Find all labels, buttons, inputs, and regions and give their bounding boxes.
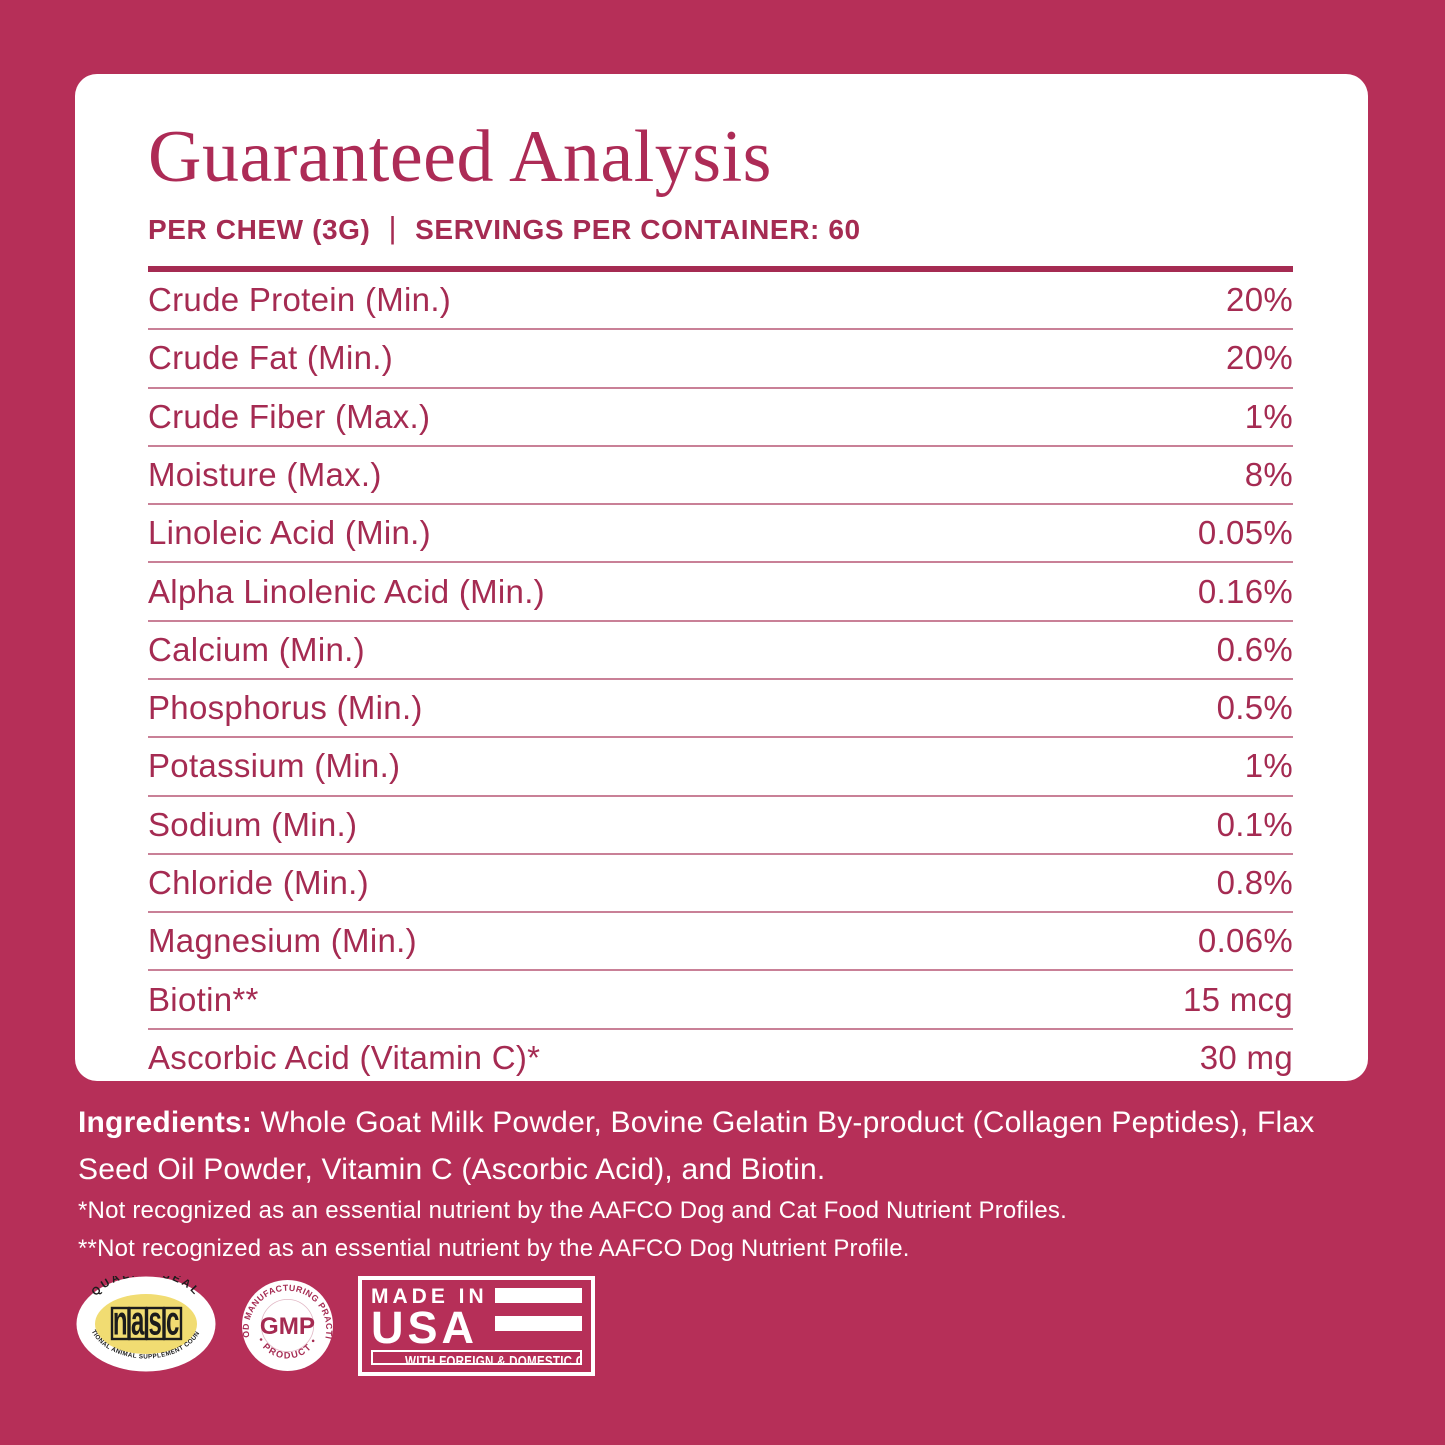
- nasc-letter-s: s: [149, 1299, 162, 1344]
- nutrient-value: 0.16%: [1197, 572, 1293, 610]
- nasc-letter-c: c: [166, 1299, 179, 1344]
- table-row: Crude Fat (Min.) 20%: [148, 330, 1293, 389]
- usa-badge-words: MADE IN USA: [371, 1285, 488, 1353]
- nutrient-value: 1%: [1244, 397, 1293, 435]
- table-row: Phosphorus (Min.) 0.5%: [148, 680, 1293, 739]
- guaranteed-analysis-card: Guaranteed Analysis PER CHEW (3G) | SERV…: [75, 74, 1368, 1081]
- nutrient-label: Phosphorus (Min.): [148, 689, 423, 727]
- table-row: Chloride (Min.) 0.8%: [148, 855, 1293, 914]
- nutrient-value: 15 mcg: [1182, 980, 1293, 1018]
- nutrient-label: Potassium (Min.): [148, 747, 401, 785]
- nutrient-value: 0.6%: [1216, 630, 1293, 668]
- nutrient-value: 0.1%: [1216, 805, 1293, 843]
- nutrient-label: Crude Fiber (Max.): [148, 397, 431, 435]
- table-row: Crude Fiber (Max.) 1%: [148, 389, 1293, 447]
- gmp-inner-ring: [260, 1298, 315, 1353]
- usa-badge-top: MADE IN USA: [371, 1285, 582, 1353]
- nutrient-label: Crude Protein (Min.): [148, 281, 452, 319]
- nasc-quality-seal-badge: QUALITY SEAL n a s c NATIONAL ANIMAL SUP…: [76, 1276, 216, 1372]
- serving-info: PER CHEW (3G) | SERVINGS PER CONTAINER: …: [148, 209, 1293, 248]
- table-row: Calcium (Min.) 0.6%: [148, 622, 1293, 680]
- nutrient-label: Moisture (Max.): [148, 455, 382, 493]
- nasc-letter-n: n: [113, 1299, 128, 1344]
- nutrient-label: Linoleic Acid (Min.): [148, 514, 431, 552]
- nutrient-label: Biotin**: [148, 980, 259, 1018]
- gmp-center-text: GMP: [260, 1313, 315, 1340]
- badge-row: QUALITY SEAL n a s c NATIONAL ANIMAL SUP…: [76, 1276, 595, 1376]
- table-row: Ascorbic Acid (Vitamin C)* 30 mg: [148, 1030, 1293, 1086]
- nutrient-label: Magnesium (Min.): [148, 922, 417, 960]
- nutrient-label: Crude Fat (Min.): [148, 339, 394, 377]
- nutrient-value: 20%: [1226, 339, 1293, 377]
- usa-components-text: WITH FOREIGN & DOMESTIC COMPONENTS: [405, 1353, 580, 1365]
- nutrient-value: 0.8%: [1216, 864, 1293, 902]
- gmp-badge: GOOD MANUFACTURING PRACTICE • PRODUCT • …: [241, 1279, 334, 1372]
- table-row: Sodium (Min.) 0.1%: [148, 797, 1293, 855]
- table-row: Moisture (Max.) 8%: [148, 447, 1293, 506]
- nutrient-label: Calcium (Min.): [148, 630, 365, 668]
- nutrient-value: 8%: [1244, 455, 1293, 493]
- table-row: Crude Protein (Min.) 20%: [148, 272, 1293, 331]
- subtitle-divider: |: [388, 209, 398, 245]
- flag-stripe: [494, 1316, 582, 1331]
- table-row: Potassium (Min.) 1%: [148, 738, 1293, 797]
- made-in-text: MADE IN: [371, 1285, 488, 1308]
- nutrient-table: Crude Protein (Min.) 20% Crude Fat (Min.…: [148, 272, 1293, 1086]
- ingredients-label: Ingredients:: [78, 1106, 253, 1139]
- footnote-aafco-dog-cat: *Not recognized as an essential nutrient…: [78, 1197, 1067, 1224]
- table-row: Biotin** 15 mcg: [148, 971, 1293, 1030]
- nutrient-value: 0.5%: [1216, 689, 1293, 727]
- nutrient-value: 0.06%: [1197, 922, 1293, 960]
- nutrient-label: Alpha Linolenic Acid (Min.): [148, 572, 545, 610]
- table-row: Linoleic Acid (Min.) 0.05%: [148, 505, 1293, 564]
- servings-text: SERVINGS PER CONTAINER: 60: [415, 213, 861, 245]
- nasc-logo: n a s c: [110, 1299, 183, 1344]
- footnote-aafco-dog: **Not recognized as an essential nutrien…: [78, 1234, 910, 1262]
- nutrient-value: 30 mg: [1199, 1038, 1293, 1076]
- per-chew-text: PER CHEW (3G): [148, 213, 371, 245]
- nutrient-value: 0.05%: [1197, 514, 1293, 552]
- nutrient-label: Chloride (Min.): [148, 864, 369, 902]
- flag-stripes: [494, 1286, 582, 1348]
- nutrient-label: Ascorbic Acid (Vitamin C)*: [148, 1038, 541, 1076]
- ingredients-text: Whole Goat Milk Powder, Bovine Gelatin B…: [78, 1106, 1315, 1186]
- nutrient-value: 1%: [1244, 747, 1293, 785]
- footnotes: *Not recognized as an essential nutrient…: [78, 1192, 1378, 1267]
- gmp-seal-circle: [241, 1279, 334, 1372]
- made-in-usa-badge: MADE IN USA WITH FOREIGN & DOMESTIC COMP…: [358, 1276, 595, 1376]
- nutrient-label: Sodium (Min.): [148, 805, 358, 843]
- page-title: Guaranteed Analysis: [148, 116, 772, 198]
- table-row: Magnesium (Min.) 0.06%: [148, 913, 1293, 972]
- ingredients-paragraph: Ingredients: Whole Goat Milk Powder, Bov…: [78, 1100, 1353, 1193]
- nasc-letter-a: a: [131, 1299, 145, 1344]
- table-row: Alpha Linolenic Acid (Min.) 0.16%: [148, 563, 1293, 622]
- header-rule: [148, 265, 1293, 272]
- usa-text: USA: [371, 1302, 479, 1353]
- nutrient-value: 20%: [1226, 281, 1293, 319]
- flag-stripe: [494, 1288, 582, 1303]
- usa-components-strip: WITH FOREIGN & DOMESTIC COMPONENTS: [371, 1349, 582, 1365]
